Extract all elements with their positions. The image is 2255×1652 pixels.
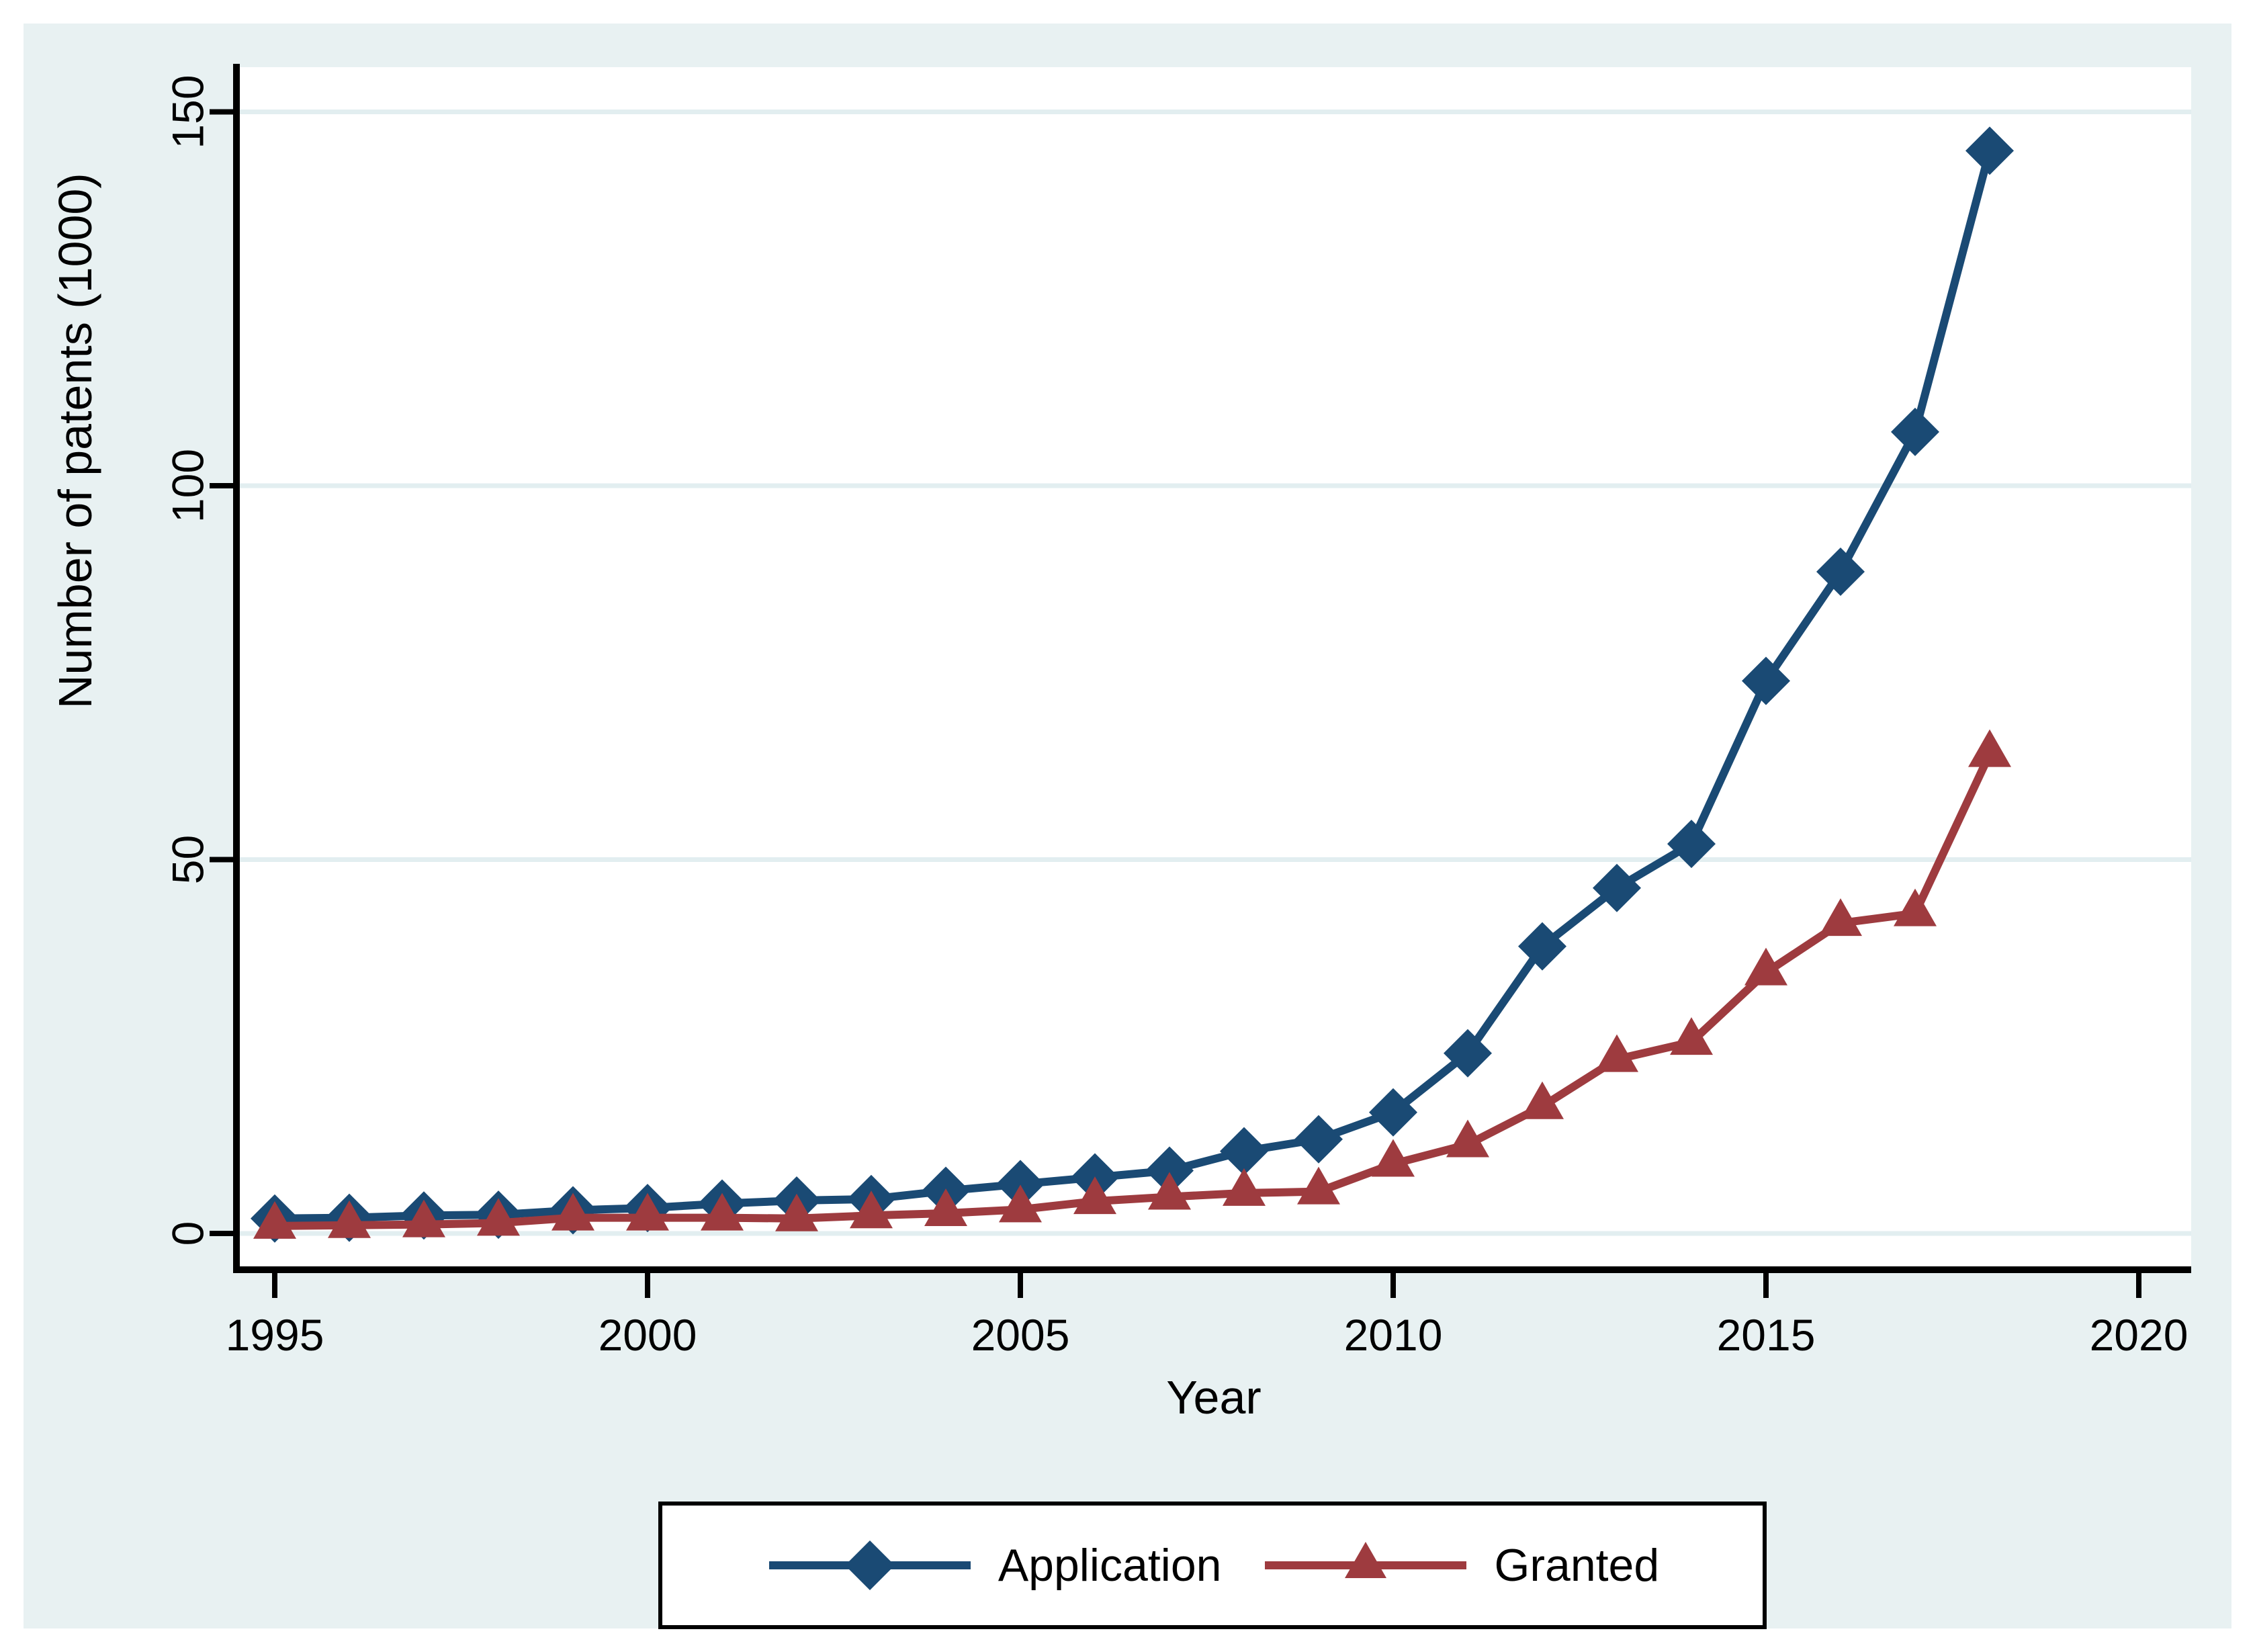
legend-item-granted: Granted xyxy=(1262,1535,1659,1596)
legend-label-application: Application xyxy=(998,1540,1222,1591)
marker-triangle-2015 xyxy=(1744,947,1787,986)
marker-diamond-2010 xyxy=(1369,1088,1417,1137)
marker-triangle-1995 xyxy=(253,1201,296,1239)
marker-triangle-2017 xyxy=(1894,888,1937,926)
marker-triangle-1996 xyxy=(328,1200,371,1238)
x-tick-label-1995: 1995 xyxy=(226,1310,324,1360)
y-tick-label-150: 150 xyxy=(163,75,212,148)
marker-triangle-2009 xyxy=(1297,1166,1340,1205)
y-tick-label-50: 50 xyxy=(163,835,212,884)
x-tick-label-2005: 2005 xyxy=(971,1310,1070,1360)
legend: Application Granted xyxy=(658,1502,1767,1629)
plot-area xyxy=(236,67,2191,1270)
marker-diamond-2012 xyxy=(1518,922,1566,971)
marker-diamond-2017 xyxy=(1891,407,1939,456)
marker-triangle-2005 xyxy=(999,1184,1042,1223)
marker-diamond-2015 xyxy=(1742,656,1790,705)
marker-diamond-2014 xyxy=(1667,820,1716,869)
marker-triangle-1998 xyxy=(477,1198,520,1236)
legend-label-granted: Granted xyxy=(1494,1540,1660,1591)
marker-diamond-2011 xyxy=(1444,1029,1492,1078)
marker-triangle-2000 xyxy=(626,1192,669,1231)
marker-diamond-2009 xyxy=(1294,1115,1343,1164)
marker-triangle-2010 xyxy=(1372,1139,1415,1177)
y-tick-label-100: 100 xyxy=(163,449,212,523)
marker-triangle-2001 xyxy=(701,1192,744,1231)
marker-triangle-2016 xyxy=(1819,898,1862,937)
marker-diamond-2016 xyxy=(1816,547,1865,596)
marker-triangle-1997 xyxy=(402,1199,445,1237)
marker-triangle-1999 xyxy=(551,1192,594,1231)
marker-triangle-2004 xyxy=(924,1188,967,1226)
x-tick-label-2020: 2020 xyxy=(2090,1310,2188,1360)
x-axis-title: Year xyxy=(1166,1371,1262,1424)
marker-diamond-2008 xyxy=(1220,1127,1268,1176)
marker-triangle-2008 xyxy=(1223,1168,1266,1206)
legend-marker-application-diamond-icon xyxy=(768,1540,971,1590)
x-tick-label-2010: 2010 xyxy=(1344,1310,1443,1360)
x-tick-label-2015: 2015 xyxy=(1717,1310,1816,1360)
marker-diamond-2013 xyxy=(1593,863,1641,912)
marker-triangle-2011 xyxy=(1446,1119,1489,1158)
marker-triangle-2013 xyxy=(1595,1034,1638,1072)
y-axis-title: Number of patents (1000) xyxy=(49,173,101,709)
marker-triangle-2002 xyxy=(775,1193,818,1231)
marker-triangle-2007 xyxy=(1148,1172,1191,1210)
legend-marker-granted-triangle-icon xyxy=(1265,1542,1467,1578)
x-tick-label-2000: 2000 xyxy=(599,1310,697,1360)
y-tick-label-0: 0 xyxy=(163,1221,212,1246)
marker-triangle-2003 xyxy=(850,1190,893,1229)
marker-triangle-2018 xyxy=(1968,729,2011,767)
marker-triangle-2006 xyxy=(1073,1176,1116,1215)
marker-diamond-2007 xyxy=(1145,1146,1194,1195)
legend-item-application: Application xyxy=(766,1535,1222,1596)
marker-diamond-2005 xyxy=(996,1160,1045,1209)
marker-triangle-2014 xyxy=(1670,1017,1713,1055)
marker-triangle-2012 xyxy=(1521,1081,1564,1119)
marker-diamond-2018 xyxy=(1965,126,2014,175)
